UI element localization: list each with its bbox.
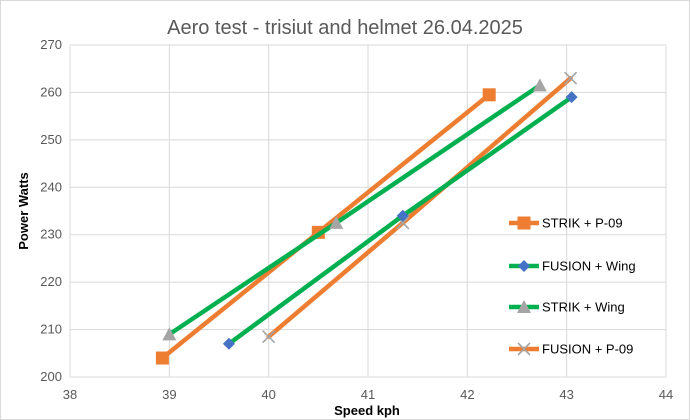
legend-item: FUSION + Wing xyxy=(509,259,636,274)
x-axis-label: Speed kph xyxy=(334,403,400,418)
series-3 xyxy=(262,71,578,344)
y-axis-label: Power Watts xyxy=(16,172,31,250)
x-marker-stroke xyxy=(517,342,531,356)
legend: STRIK + P-09 FUSION + Wing STRIK + Wing FUS… xyxy=(509,216,636,357)
legend-label: FUSION + Wing xyxy=(542,259,636,274)
series-group xyxy=(155,71,578,365)
x-tick-label: 38 xyxy=(63,387,77,402)
y-tick-label: 240 xyxy=(40,179,62,194)
data-point xyxy=(155,351,169,365)
series-line xyxy=(266,75,573,339)
data-point xyxy=(162,327,177,341)
data-point xyxy=(329,215,344,229)
y-tick-label: 210 xyxy=(40,322,62,337)
data-point xyxy=(262,330,276,344)
grid xyxy=(69,44,667,378)
x-tick-label: 42 xyxy=(460,387,474,402)
y-tick-label: 270 xyxy=(40,37,62,52)
legend-swatch-marker xyxy=(517,216,531,230)
legend-item: STRIK + Wing xyxy=(509,300,625,315)
legend-swatch-marker xyxy=(518,260,530,272)
y-tick-label: 250 xyxy=(40,132,62,147)
data-point xyxy=(482,88,496,102)
y-tick-label: 260 xyxy=(40,84,62,99)
data-point xyxy=(565,91,578,104)
x-tick-label: 39 xyxy=(162,387,176,402)
x-tick-label: 41 xyxy=(361,387,375,402)
x-tick-label: 43 xyxy=(559,387,573,402)
legend-label: FUSION + P-09 xyxy=(542,342,633,357)
data-point xyxy=(396,209,409,222)
x-marker-stroke xyxy=(396,216,410,230)
data-point xyxy=(564,71,578,85)
legend-swatch-marker xyxy=(517,342,531,356)
series-0 xyxy=(155,88,496,365)
tick-labels: 200 210 220 230 240 250 260 270 38 39 40 41 42 43 44 xyxy=(40,37,673,402)
legend-label: STRIK + Wing xyxy=(542,300,625,315)
data-point xyxy=(222,337,235,350)
series-line xyxy=(167,83,543,337)
y-tick-label: 200 xyxy=(40,369,62,384)
legend-swatch-marker xyxy=(517,300,531,313)
series-line xyxy=(160,92,492,361)
x-marker-stroke xyxy=(564,71,578,85)
y-tick-label: 230 xyxy=(40,227,62,242)
x-marker-stroke xyxy=(262,330,276,344)
data-point xyxy=(532,78,547,92)
x-tick-label: 40 xyxy=(261,387,275,402)
series-2 xyxy=(162,78,547,341)
x-tick-label: 44 xyxy=(659,387,673,402)
legend-item: STRIK + P-09 xyxy=(509,216,623,231)
chart-title: Aero test - trisiut and helmet 26.04.202… xyxy=(167,17,523,39)
legend-label: STRIK + P-09 xyxy=(542,216,623,231)
series-1 xyxy=(222,91,578,350)
legend-item: FUSION + P-09 xyxy=(509,342,633,357)
y-tick-label: 220 xyxy=(40,274,62,289)
